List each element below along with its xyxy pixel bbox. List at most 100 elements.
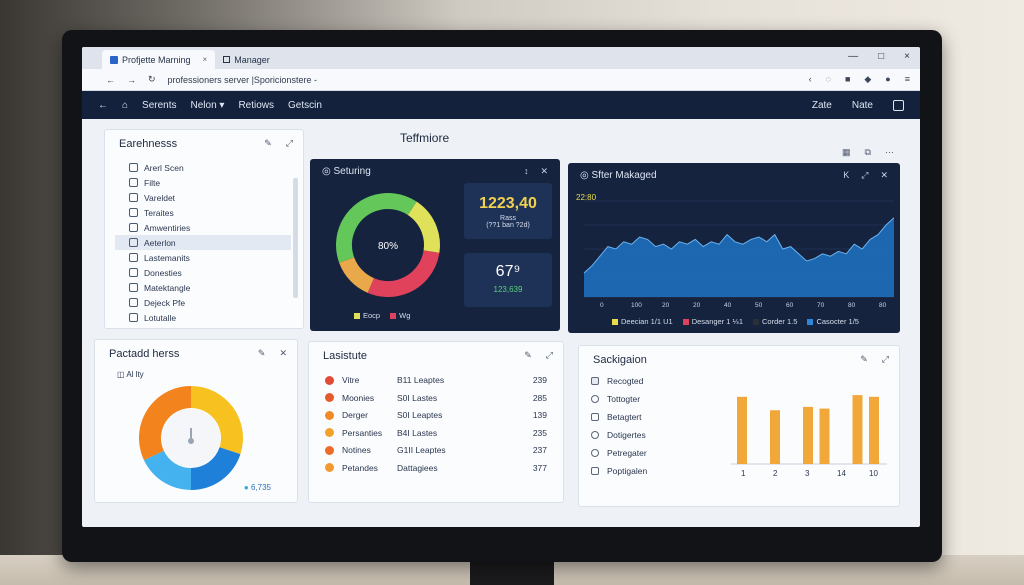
status-dot-icon	[325, 393, 334, 402]
setting-card-title: ◎ Seturing	[322, 166, 371, 177]
pie-footer: ● 6,735	[243, 483, 271, 492]
tree-item[interactable]: Vareldet	[115, 190, 291, 205]
list-row[interactable]: Derger S0I Leaptes 139	[325, 407, 547, 423]
tree-item-label: Lastemanits	[144, 252, 190, 263]
expand-icon[interactable]: ⤢	[285, 138, 293, 148]
option-row[interactable]: Betagtert	[591, 410, 642, 424]
option-row[interactable]: Poptigalen	[591, 464, 647, 478]
radio-icon[interactable]	[591, 395, 599, 403]
nav-item-zate[interactable]: Zate	[811, 99, 832, 111]
edit-icon[interactable]: ✎	[264, 138, 272, 148]
list-row-name: Notines	[342, 445, 371, 455]
gauge-label: 80%	[378, 241, 398, 252]
tree-item-label: Vareldet	[144, 192, 176, 203]
nav-item-nelon[interactable]: Nelon ▾	[190, 99, 225, 111]
list-card-title: Lasistute	[323, 350, 368, 362]
option-label: Dotigertes	[607, 430, 646, 440]
option-row[interactable]: Tottogter	[591, 392, 640, 406]
list-row-name: Derger	[342, 410, 368, 420]
filter-icon[interactable]: ⧉	[864, 147, 871, 157]
bookmark-icon[interactable]: ■	[844, 74, 851, 84]
option-row[interactable]: Dotigertes	[591, 428, 646, 442]
nav-back-icon[interactable]: ←	[98, 99, 108, 111]
tree-item-label: Teraites	[144, 207, 174, 218]
tree-item[interactable]: Filte	[115, 175, 291, 190]
browser-tab-1[interactable]: Profjette Marning ×	[102, 50, 216, 69]
tree-item[interactable]: Amwentiries	[115, 220, 291, 235]
home-icon[interactable]: ⌂	[122, 99, 129, 111]
tree-item[interactable]: Lastemanits	[115, 250, 291, 265]
expand-icon[interactable]: ⤢	[545, 350, 553, 360]
tree-item-label: Matektangle	[144, 282, 191, 293]
pin-icon[interactable]: ↕	[523, 166, 529, 176]
radio-icon[interactable]	[591, 431, 599, 439]
option-row[interactable]: Recogted	[591, 374, 643, 388]
grid-icon[interactable]: ▦	[842, 147, 851, 157]
edit-icon[interactable]: ✎	[524, 350, 532, 360]
list-row-desc: S0I Lastes	[397, 392, 438, 403]
menu-icon[interactable]: ≡	[904, 74, 910, 84]
url-field[interactable]: professioners server |Sporicionstere -	[167, 74, 317, 85]
back-arrow-icon[interactable]: ‹	[808, 74, 812, 84]
option-row[interactable]: Petregater	[591, 446, 647, 460]
legend-item: Casocter 1/5	[807, 317, 859, 326]
list-row-value: 237	[532, 445, 547, 455]
nav-item-getscin[interactable]: Getscin	[288, 99, 322, 111]
list-row-desc: G1II Leaptes	[397, 445, 446, 455]
nav-item-nate[interactable]: Nate	[851, 99, 873, 111]
list-row[interactable]: Petandes Dattagiees 377	[325, 460, 547, 476]
tree-item[interactable]: Teraites	[115, 205, 291, 220]
radio-icon[interactable]	[591, 449, 599, 457]
option-label: Tottogter	[607, 394, 641, 404]
nav-item-serents[interactable]: Serents	[142, 99, 177, 111]
tree-item[interactable]: Donesties	[115, 265, 291, 280]
list-row[interactable]: Persanties B4I Lastes 235	[325, 425, 547, 441]
close-icon[interactable]: ✕	[540, 166, 548, 176]
checkbox-icon[interactable]	[591, 413, 599, 421]
tree-item-icon	[129, 298, 138, 307]
close-icon[interactable]: ✕	[880, 170, 888, 180]
expand-icon[interactable]: ⤢	[881, 354, 889, 364]
maximize-button[interactable]: □	[878, 51, 885, 62]
checkbox-icon[interactable]	[591, 377, 599, 385]
tree-item-icon	[129, 253, 138, 262]
legend-item: Eocp	[354, 311, 380, 320]
list-row[interactable]: Moonies S0I Lastes 285	[325, 390, 547, 406]
expand-icon[interactable]: ⤢	[861, 170, 869, 180]
tree-item-icon	[129, 268, 138, 277]
tree-item[interactable]: Aeterlon	[115, 235, 291, 250]
extension-icon[interactable]: ◆	[864, 74, 872, 84]
more-icon[interactable]: ⋯	[884, 147, 894, 157]
profile-icon[interactable]: ●	[885, 74, 891, 84]
chart-icon: ◎	[580, 170, 592, 181]
x-tick-label: 1	[741, 469, 746, 478]
tree-item[interactable]: Arerl Scen	[115, 160, 291, 175]
tab-close-icon[interactable]: ×	[202, 55, 208, 64]
list-row-value: 239	[532, 375, 547, 385]
scrollbar[interactable]	[293, 178, 298, 298]
tree-item-label: Filte	[144, 177, 161, 188]
close-icon[interactable]: ✕	[279, 348, 287, 358]
edit-icon[interactable]: ✎	[860, 354, 868, 364]
list-row-value: 139	[532, 410, 547, 420]
minimize-button[interactable]: —	[848, 51, 859, 62]
tree-item[interactable]: Matektangle	[115, 280, 291, 295]
back-icon[interactable]: ←	[106, 74, 115, 85]
area-chart: 0 100 20 20 40 50 60 70 80 80	[583, 200, 894, 309]
close-window-button[interactable]: ×	[904, 51, 910, 62]
pie-chart	[139, 386, 243, 490]
refresh-icon[interactable]: ↻	[148, 74, 156, 84]
list-row[interactable]: Vitre B11 Leaptes 239	[325, 372, 547, 388]
export-icon[interactable]	[893, 99, 904, 111]
collapse-icon[interactable]: K	[843, 170, 850, 180]
browser-tab-2[interactable]: Manager	[215, 50, 278, 69]
tree-item[interactable]: Dejeck Pfe	[115, 295, 291, 310]
pie-slice	[191, 386, 243, 455]
nav-item-retiows[interactable]: Retiows	[238, 99, 275, 111]
edit-icon[interactable]: ✎	[257, 348, 266, 358]
tree-item[interactable]: Lotutalle	[115, 310, 291, 325]
list-row[interactable]: Notines G1II Leaptes 237	[325, 442, 547, 458]
forward-icon[interactable]: →	[127, 74, 136, 85]
checkbox-icon[interactable]	[591, 467, 599, 475]
refresh-icon[interactable]: ◌	[825, 74, 831, 84]
